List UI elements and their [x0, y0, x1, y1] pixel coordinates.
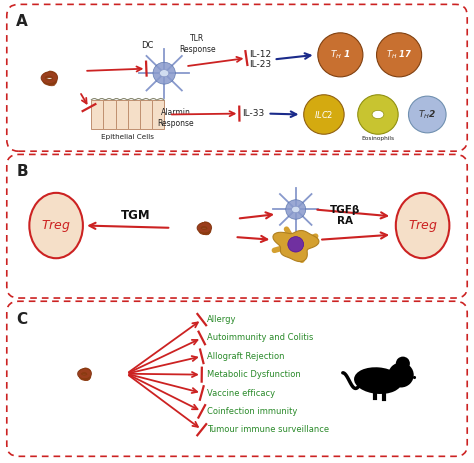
Text: Epithelial Cells: Epithelial Cells	[101, 134, 154, 140]
Bar	[152, 100, 164, 129]
Text: Autoimmunity and Colitis: Autoimmunity and Colitis	[208, 333, 314, 343]
Text: $\mathit{T_H}$ 1: $\mathit{T_H}$ 1	[330, 49, 351, 61]
Circle shape	[318, 33, 363, 77]
Text: Vaccine efficacy: Vaccine efficacy	[208, 388, 275, 398]
Text: Coinfection immunity: Coinfection immunity	[208, 407, 298, 416]
Text: C: C	[16, 312, 27, 327]
Text: TGM: TGM	[121, 209, 151, 222]
Circle shape	[288, 237, 304, 252]
Circle shape	[409, 96, 446, 133]
Bar	[128, 100, 140, 129]
Text: $\mathit{Treg}$: $\mathit{Treg}$	[408, 218, 438, 233]
Text: B: B	[16, 163, 28, 179]
Ellipse shape	[372, 110, 384, 119]
Text: Metabolic Dysfunction: Metabolic Dysfunction	[208, 370, 301, 379]
Text: A: A	[16, 13, 28, 29]
Bar	[91, 100, 103, 129]
Ellipse shape	[396, 193, 449, 258]
Circle shape	[376, 33, 422, 77]
Text: IL-33: IL-33	[242, 109, 264, 118]
Ellipse shape	[29, 193, 83, 258]
Text: $\mathit{ILC2}$: $\mathit{ILC2}$	[314, 109, 334, 120]
Text: $\mathit{T_H}$2: $\mathit{T_H}$2	[418, 108, 437, 121]
Text: $\mathit{T_H}$ 17: $\mathit{T_H}$ 17	[386, 49, 412, 61]
Text: $\mathit{Treg}$: $\mathit{Treg}$	[41, 218, 71, 233]
Bar	[103, 100, 116, 129]
Text: TLR
Response: TLR Response	[179, 34, 215, 54]
Bar	[140, 100, 152, 129]
Text: Eosinophils: Eosinophils	[361, 136, 394, 141]
Circle shape	[304, 95, 344, 134]
Circle shape	[388, 363, 414, 388]
Text: Allergy: Allergy	[208, 315, 237, 324]
Text: DC: DC	[142, 41, 154, 50]
Text: Allograft Rejection: Allograft Rejection	[208, 352, 285, 361]
Text: TGFβ
RA: TGFβ RA	[330, 205, 360, 226]
Ellipse shape	[160, 69, 169, 77]
Polygon shape	[273, 231, 319, 262]
Bar	[116, 100, 128, 129]
Ellipse shape	[354, 367, 402, 394]
Text: IL-12
IL-23: IL-12 IL-23	[249, 50, 271, 69]
Text: Alarmin
Response: Alarmin Response	[158, 107, 194, 128]
Circle shape	[286, 200, 306, 219]
Circle shape	[396, 357, 410, 370]
Text: Tumour immune surveillance: Tumour immune surveillance	[208, 425, 329, 434]
Circle shape	[358, 95, 398, 134]
Ellipse shape	[292, 206, 300, 213]
Circle shape	[153, 63, 175, 84]
